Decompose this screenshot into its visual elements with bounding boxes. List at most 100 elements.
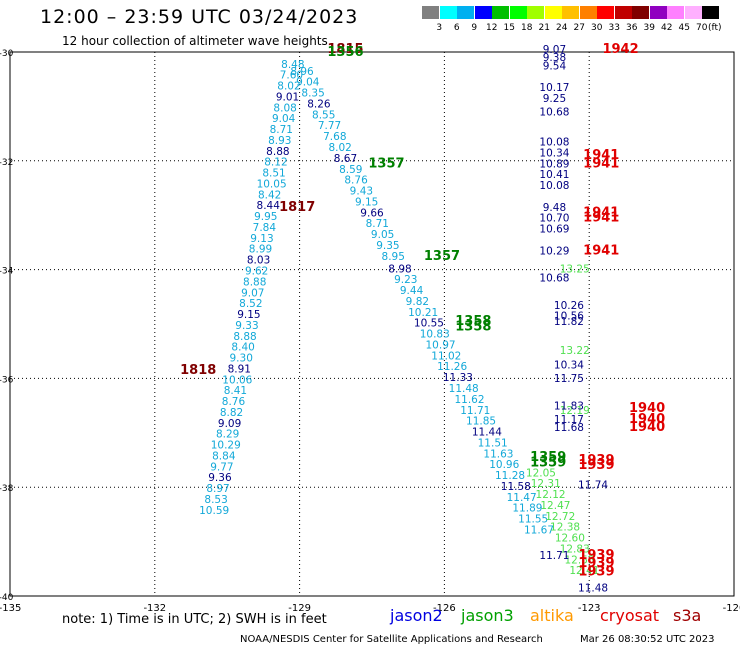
swh-label-west-track: 8.97 <box>206 483 229 495</box>
pass-time-label: 1941 <box>583 211 619 226</box>
swh-label-west-track: 8.53 <box>204 494 227 506</box>
swh-label-west-track: 8.40 <box>231 342 254 354</box>
legend-swatch <box>702 6 719 19</box>
swh-label-west-track: 10.05 <box>257 178 287 190</box>
legend-swatch <box>439 6 457 19</box>
swh-label-green-track: 12.19 <box>560 405 590 417</box>
legend-tick-label: 39 <box>643 23 655 33</box>
swh-label-green-track: 13.22 <box>560 345 590 357</box>
lat-tick-label: -30 <box>0 49 14 59</box>
legend-swatch <box>457 6 474 19</box>
pass-time-label: 1818 <box>180 363 216 378</box>
swh-label-east-track: 10.08 <box>539 137 569 149</box>
swh-label-west-track: 8.29 <box>216 429 239 441</box>
legend-swatch <box>597 6 614 19</box>
chart-title: 12:00 – 23:59 UTC 03/24/2023 <box>40 6 359 28</box>
swh-label-east-track: 10.68 <box>539 273 569 285</box>
swh-label-west-track: 9.15 <box>237 309 260 321</box>
swh-label-green-track: 12.55 <box>565 554 595 566</box>
swh-label-diagonal-track: 8.67 <box>334 153 357 165</box>
legend-tick-label: 42 <box>661 23 673 33</box>
swh-label-west-track: 8.51 <box>262 168 285 180</box>
legend-swatch <box>632 6 649 19</box>
swh-label-green-track: 12.72 <box>545 511 575 523</box>
swh-label-diagonal-track: 8.02 <box>328 142 351 154</box>
swh-label-green-track: 12.05 <box>526 467 556 479</box>
swh-label-diagonal-track: 11.71 <box>460 405 490 417</box>
swh-label-west-track: 8.44 <box>257 200 281 212</box>
legend-tick-label: 24 <box>556 23 568 33</box>
legend-tick-label: 9 <box>471 23 478 33</box>
swh-label-east-track: 10.29 <box>539 245 569 257</box>
swh-label-east-track: 10.69 <box>539 224 569 236</box>
swh-label-diagonal-track: 11.47 <box>507 492 537 504</box>
swh-label-diagonal-track: 11.85 <box>466 416 496 428</box>
swh-label-diagonal-track: 8.95 <box>382 251 405 263</box>
pass-time-label: 1939 <box>578 564 614 579</box>
legend-swatch <box>492 6 509 19</box>
pass-time-label: 1939 <box>578 453 614 468</box>
legend-swatch <box>474 6 492 19</box>
pass-time-label: 1359 <box>530 456 566 471</box>
swh-label-west-track: 8.08 <box>273 102 296 114</box>
swh-label-west-track: 8.12 <box>264 157 287 169</box>
swh-label-diagonal-track: 11.51 <box>478 437 508 449</box>
swh-label-west-track: 8.52 <box>239 298 262 310</box>
swh-label-west-track: 8.99 <box>249 244 272 256</box>
legend-swatch <box>667 6 684 19</box>
legend-swatch <box>544 6 562 19</box>
legend-swatch <box>422 6 439 19</box>
swh-label-diagonal-track: 11.26 <box>437 361 467 373</box>
swh-label-west-track: 8.88 <box>266 146 289 158</box>
swh-label-west-track: 8.88 <box>233 331 256 343</box>
pass-time-label: 1942 <box>602 42 638 57</box>
swh-label-diagonal-track: 8.35 <box>301 88 324 100</box>
swh-label-west-track: 8.88 <box>243 276 266 288</box>
pass-time-label: 1941 <box>583 243 619 258</box>
swh-label-west-track: 9.95 <box>254 211 277 223</box>
swh-label-diagonal-track: 11.44 <box>472 427 502 439</box>
swh-label-green-track: 12.38 <box>550 522 580 534</box>
legend-tick-label: 21 <box>538 23 550 33</box>
swh-label-east-track: 11.48 <box>578 583 608 595</box>
swh-label-east-track: 10.41 <box>539 169 569 181</box>
legend-swatch <box>579 6 597 19</box>
pass-time-label: 1941 <box>583 148 619 163</box>
pass-time-label: 1940 <box>629 412 665 427</box>
swh-label-green-track: 13.25 <box>560 263 590 275</box>
satellite-s3a: s3a <box>673 606 702 625</box>
swh-label-west-track: 9.13 <box>250 233 273 245</box>
swh-label-diagonal-track: 10.83 <box>420 329 450 341</box>
swh-label-east-track: 9.48 <box>543 202 566 214</box>
swh-label-west-track: 9.77 <box>210 461 233 473</box>
lon-tick-label: -129 <box>288 603 311 614</box>
legend-swatch <box>509 6 527 19</box>
swh-label-diagonal-track: 9.05 <box>371 229 394 241</box>
swh-label-east-track: 11.83 <box>554 400 584 412</box>
swh-label-west-track: 8.71 <box>270 124 293 136</box>
legend-tick-label: 6 <box>453 23 460 33</box>
swh-label-green-track: 12.83 <box>560 543 590 555</box>
swh-label-west-track: 7.60 <box>280 70 303 82</box>
pass-time-label: 1939 <box>578 548 614 563</box>
pass-time-label: 1357 <box>368 156 404 171</box>
swh-label-east-track: 9.25 <box>543 93 566 105</box>
swh-label-east-track: 11.71 <box>539 550 569 562</box>
legend-swatch <box>614 6 632 19</box>
swh-label-diagonal-track: 11.89 <box>512 503 542 515</box>
legend-unit: (ft) <box>708 23 722 33</box>
swh-label-diagonal-track: 10.97 <box>426 339 456 351</box>
lat-tick-label: -40 <box>0 593 14 603</box>
pass-time-label: 1940 <box>629 420 665 435</box>
swh-label-diagonal-track: 9.35 <box>376 240 399 252</box>
swh-label-diagonal-track: 10.21 <box>408 307 438 319</box>
lat-tick-label: -34 <box>0 267 14 277</box>
lon-tick-label: -135 <box>0 603 21 614</box>
pass-time-label: 1358 <box>455 314 491 329</box>
swh-label-east-track: 10.26 <box>554 300 584 312</box>
footer-note: note: 1) Time is in UTC; 2) SWH is in fe… <box>62 612 327 627</box>
swh-label-east-track: 9.38 <box>543 52 566 64</box>
swh-label-east-track: 10.34 <box>554 360 584 372</box>
legend-swatch <box>649 6 667 19</box>
